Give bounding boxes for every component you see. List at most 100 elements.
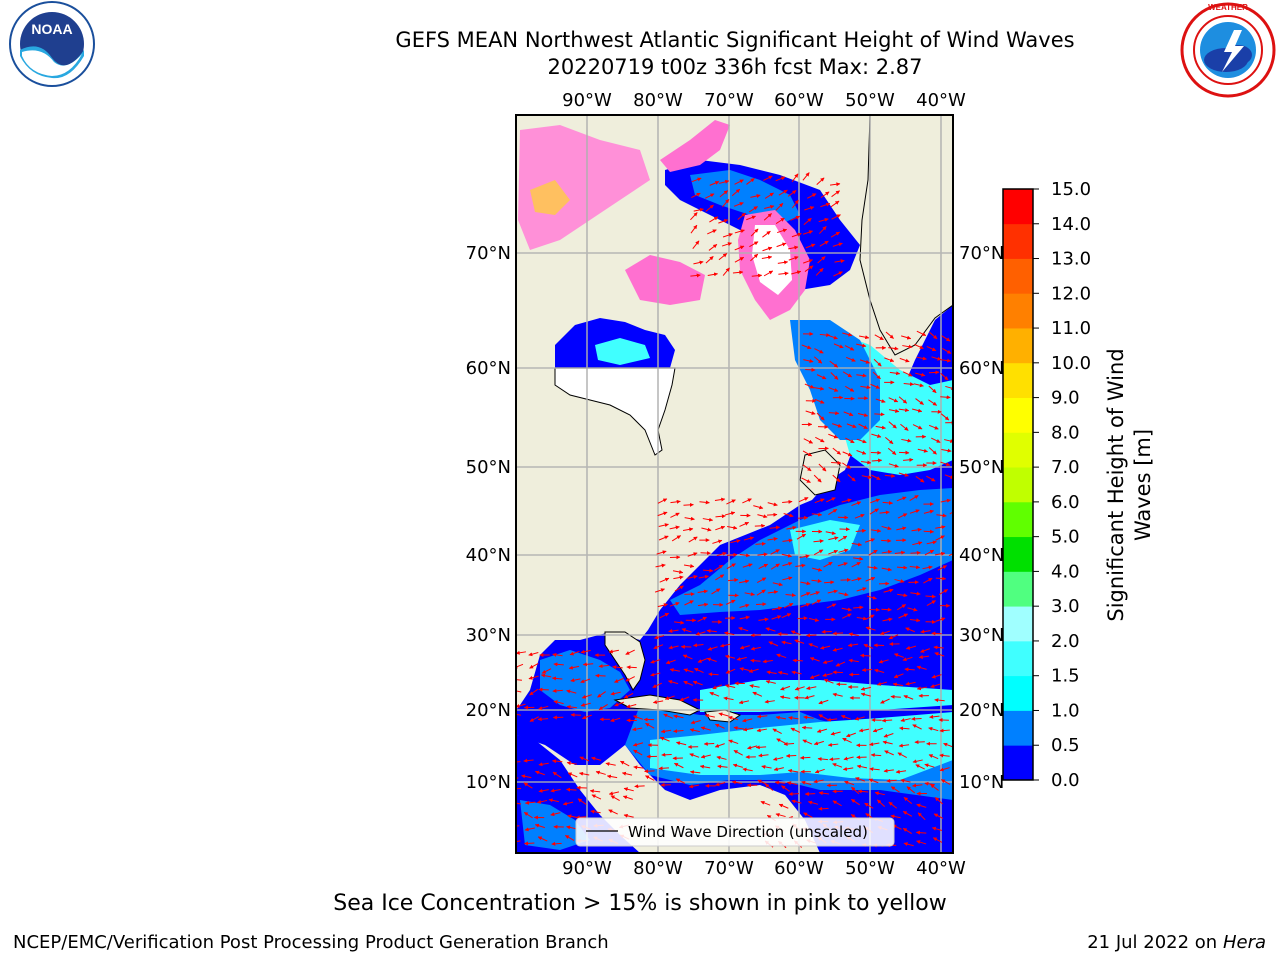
wave-direction-arrow xyxy=(731,780,743,785)
wave-direction-arrow xyxy=(934,652,945,657)
wave-direction-arrow xyxy=(773,756,784,761)
wave-direction-arrow xyxy=(906,786,916,794)
wave-direction-arrow xyxy=(847,643,859,648)
wave-direction-arrow xyxy=(842,371,852,378)
wave-direction-arrow xyxy=(738,700,750,705)
wave-direction-arrow xyxy=(823,580,835,585)
wave-direction-arrow xyxy=(832,800,842,807)
wave-direction-arrow xyxy=(783,513,794,518)
wave-direction-arrow xyxy=(820,645,831,650)
wave-direction-arrow xyxy=(926,475,936,482)
wave-direction-arrow xyxy=(901,335,912,340)
wave-direction-arrow xyxy=(867,565,878,570)
wave-direction-arrow xyxy=(861,475,872,479)
wave-direction-arrow xyxy=(598,664,609,669)
wave-direction-arrow xyxy=(756,728,767,733)
wave-direction-arrow xyxy=(644,769,655,774)
wave-direction-arrow xyxy=(690,273,701,278)
wave-direction-arrow xyxy=(954,577,962,582)
wave-direction-arrow xyxy=(688,784,700,789)
wave-direction-arrow xyxy=(842,451,853,457)
wave-direction-arrow xyxy=(900,778,911,783)
wave-direction-arrow xyxy=(794,639,805,644)
wave-direction-arrow xyxy=(830,731,841,736)
wave-direction-arrow xyxy=(755,745,767,750)
wave-direction-arrow xyxy=(695,631,706,636)
wave-direction-arrow xyxy=(623,692,634,699)
wave-direction-arrow xyxy=(711,588,721,595)
wave-direction-arrow xyxy=(724,684,736,689)
wave-direction-arrow xyxy=(538,788,549,793)
sea-ice-archipelago xyxy=(518,125,650,250)
wave-direction-arrow xyxy=(880,630,891,636)
colorbar-tick-label: 1.0 xyxy=(1051,700,1080,721)
wave-direction-arrow xyxy=(893,673,904,679)
wave-direction-arrow xyxy=(868,549,878,556)
wave-direction-arrow xyxy=(734,256,745,263)
wave-direction-arrow xyxy=(719,190,729,198)
wave-direction-arrow xyxy=(620,760,630,767)
wave-direction-arrow xyxy=(626,665,637,670)
wave-direction-arrow xyxy=(882,500,893,505)
wave-direction-arrow xyxy=(728,716,739,721)
wave-direction-arrow xyxy=(882,740,893,745)
wave-direction-arrow xyxy=(831,190,840,198)
wave-direction-arrow xyxy=(523,811,533,819)
wave-direction-arrow xyxy=(819,226,827,234)
wave-direction-arrow xyxy=(832,447,841,455)
wave-direction-arrow xyxy=(548,798,559,803)
wave-direction-arrow xyxy=(645,722,655,729)
wave-direction-arrow xyxy=(739,553,751,558)
wave-direction-arrow xyxy=(669,668,680,672)
wave-direction-arrow xyxy=(828,411,840,416)
sea-ice-north xyxy=(660,120,730,172)
wave-direction-arrow xyxy=(827,742,839,747)
wave-direction-arrow xyxy=(909,509,920,514)
wave-direction-arrow xyxy=(855,528,867,533)
wave-direction-arrow xyxy=(704,193,715,199)
colorbar: 0.0 0.5 1.0 1.5 2.0 3.0 4.0 5.0 6.0 7.0 8.0 9.0 10.0… xyxy=(1002,179,1091,791)
wave-direction-arrow xyxy=(669,525,680,530)
colorbar-tick-label: 1.5 xyxy=(1051,666,1080,687)
wave-direction-arrow xyxy=(916,803,927,808)
wave-direction-arrow xyxy=(566,761,578,766)
wave-direction-arrow xyxy=(537,836,548,842)
wave-direction-arrow xyxy=(826,603,837,609)
wave-direction-arrow xyxy=(828,387,839,392)
wave-direction-arrow xyxy=(650,659,661,664)
wave-direction-arrow xyxy=(816,412,825,421)
wave-direction-arrow xyxy=(790,630,801,636)
wave-direction-arrow xyxy=(923,529,935,534)
wave-direction-arrow xyxy=(742,498,752,504)
colorbar-segment xyxy=(1003,467,1033,503)
wave-direction-arrow xyxy=(776,242,787,248)
lat-label-left: 30°N xyxy=(466,625,511,646)
wave-direction-arrow xyxy=(888,397,899,403)
wave-direction-arrow xyxy=(832,631,844,636)
wave-direction-arrow xyxy=(761,255,773,260)
wave-direction-arrow xyxy=(830,200,840,208)
lat-label-left: 20°N xyxy=(466,700,511,721)
wave-direction-arrow xyxy=(742,727,754,732)
wave-direction-arrow xyxy=(614,677,624,683)
wave-direction-arrow xyxy=(843,756,854,761)
wave-direction-arrow xyxy=(813,740,824,746)
wave-direction-arrow xyxy=(844,345,855,351)
wave-direction-arrow xyxy=(881,525,892,531)
wave-direction-arrow xyxy=(781,640,792,645)
wave-direction-arrow xyxy=(818,463,827,472)
wave-direction-arrow xyxy=(955,601,964,605)
wave-direction-arrow xyxy=(708,243,718,251)
wave-direction-arrow xyxy=(750,228,759,237)
wave-direction-arrow xyxy=(716,551,727,557)
wave-direction-arrow xyxy=(816,374,827,380)
wave-direction-arrow xyxy=(832,474,841,483)
lat-label-right: 10°N xyxy=(959,772,1004,793)
wave-direction-arrow xyxy=(771,606,783,611)
wave-direction-arrow xyxy=(683,680,694,686)
wave-direction-arrow xyxy=(846,423,857,429)
wave-direction-arrow xyxy=(529,662,539,669)
colorbar-segment xyxy=(1003,710,1033,746)
wave-direction-arrow xyxy=(929,714,940,719)
wave-direction-arrow xyxy=(683,502,694,507)
